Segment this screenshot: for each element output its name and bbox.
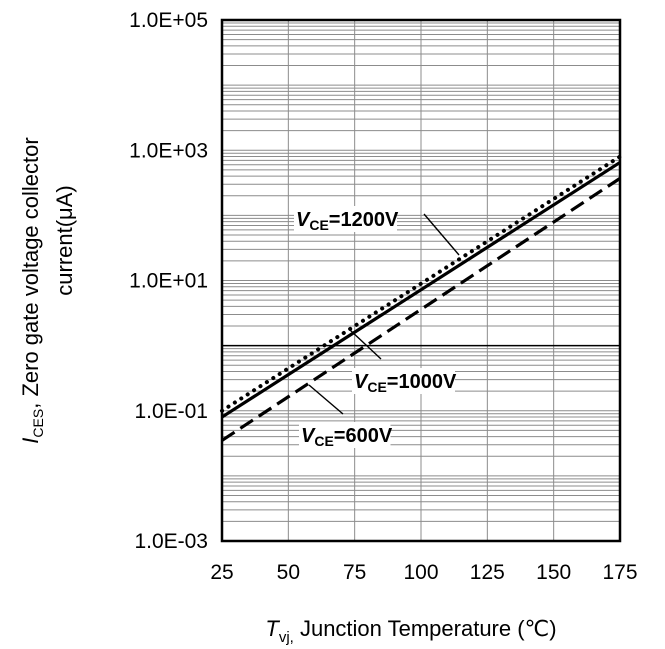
series-line — [220, 154, 622, 413]
annotations: VCE=1200V VCE=1000V VCE=600V — [294, 206, 460, 449]
y-axis-symbol: I — [18, 438, 43, 444]
tick-labels: 1.0E-03 1.0E-01 1.0E+01 1.0E+03 1.0E+05 25 50 7… — [129, 9, 637, 584]
x-tick-label: 175 — [602, 561, 637, 584]
x-axis-text: Junction Temperature (℃) — [294, 616, 557, 641]
x-axis-symbol: T — [265, 616, 280, 641]
x-axis-subscript: vj, — [279, 629, 294, 646]
annotation-bg — [294, 206, 397, 232]
annotation-leader — [423, 213, 460, 256]
annotation-bg — [352, 368, 455, 394]
x-tick-label: 100 — [403, 561, 438, 584]
y-axis-label: ICES, Zero gate voltage collector curren… — [18, 137, 77, 443]
x-tick-label: 125 — [470, 561, 505, 584]
x-tick-label: 50 — [277, 561, 300, 584]
annotation-leader — [308, 384, 344, 415]
y-axis-label-line2: current(μA) — [52, 185, 77, 295]
y-tick-label: 1.0E+01 — [129, 270, 208, 293]
annotation-label: VCE=600V — [301, 425, 393, 449]
annotation-leader — [349, 329, 382, 360]
y-tick-label: 1.0E+03 — [129, 139, 208, 162]
annotation-bg — [299, 422, 391, 448]
plot-frame — [220, 18, 622, 543]
y-tick-label: 1.0E+05 — [129, 9, 208, 32]
annotation-label: VCE=1000V — [354, 371, 457, 395]
x-axis-label: Tvj, Junction Temperature (℃) — [265, 616, 556, 646]
y-axis-label-line1: ICES, Zero gate voltage collector — [18, 137, 46, 443]
y-axis-text: , Zero gate voltage collector — [18, 137, 43, 408]
annotation-label: VCE=1200V — [296, 209, 399, 233]
y-axis-subscript: CES — [30, 409, 46, 438]
series-layer — [220, 154, 622, 442]
series-line — [221, 161, 621, 419]
x-tick-label: 150 — [536, 561, 571, 584]
x-tick-label: 25 — [210, 561, 233, 584]
x-tick-label: 75 — [343, 561, 366, 584]
y-tick-label: 1.0E-01 — [134, 400, 208, 423]
y-tick-label: 1.0E-03 — [134, 530, 208, 553]
series-line — [221, 177, 621, 442]
grid — [222, 20, 620, 541]
